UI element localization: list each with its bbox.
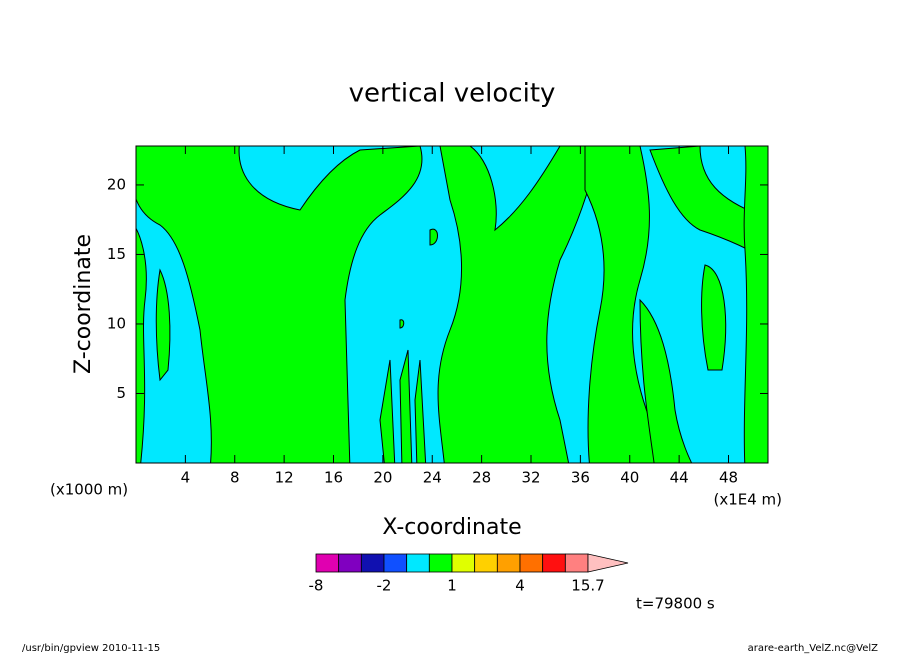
colorbar-tick-label: 4 (515, 577, 525, 595)
contour-region (136, 146, 423, 463)
colorbar-box (383, 553, 408, 573)
colorbar-box (315, 553, 340, 573)
contour-region (437, 146, 601, 463)
colorbar-tick-label: -2 (377, 577, 392, 595)
x-tick-label: 48 (719, 469, 738, 487)
colorbar-box (338, 553, 362, 573)
contour-region (136, 227, 147, 463)
plot-frame (135, 145, 769, 464)
colorbar-box (451, 553, 476, 573)
x-unit: (x1E4 m) (713, 491, 782, 509)
colorbar-box (406, 553, 430, 573)
y-axis-label: Z-coordinate (71, 234, 96, 374)
annotation: t=79800 s (636, 595, 715, 613)
colorbar-box (428, 553, 453, 573)
contour-region (701, 264, 727, 371)
y-tick-label: 20 (107, 175, 126, 193)
colorbar-box (519, 553, 544, 573)
y-tick-label: 15 (107, 245, 126, 263)
x-tick-label: 24 (423, 469, 442, 487)
colorbar-extension (587, 553, 629, 573)
contour-region (399, 228, 438, 329)
colorbar-box (474, 553, 498, 573)
contour-region (584, 146, 660, 463)
colorbar-box (542, 553, 566, 573)
colorbar-tick-label: -8 (309, 577, 324, 595)
x-tick-label: 36 (571, 469, 590, 487)
colorbar-box (496, 553, 521, 573)
x-tick-label: 32 (521, 469, 540, 487)
y-unit: (x1000 m) (50, 481, 128, 499)
footer-right: arare-earth_VelZ.nc@VelZ (748, 643, 879, 654)
footer-left: /usr/bin/gpview 2010-11-15 (22, 643, 160, 654)
contour-field (136, 146, 768, 463)
x-tick-label: 44 (670, 469, 689, 487)
colorbar-tick-label: 15.7 (571, 577, 604, 595)
contour-region (155, 268, 171, 382)
x-axis-label: X-coordinate (382, 515, 521, 540)
x-tick-label: 28 (472, 469, 491, 487)
colorbar-box (564, 553, 589, 573)
x-tick-label: 20 (373, 469, 392, 487)
x-tick-label: 8 (230, 469, 240, 487)
contour-region (379, 349, 427, 463)
colorbar-tick-label: 1 (447, 577, 457, 595)
y-tick-label: 5 (116, 384, 126, 402)
colorbar-box (360, 553, 385, 573)
chart-title: vertical velocity (349, 79, 556, 109)
x-tick-label: 4 (181, 469, 191, 487)
x-tick-label: 12 (275, 469, 294, 487)
x-tick-label: 16 (324, 469, 343, 487)
contour-region (639, 298, 693, 463)
contour-region (743, 146, 768, 463)
x-tick-label: 40 (620, 469, 639, 487)
y-tick-label: 10 (107, 314, 126, 332)
